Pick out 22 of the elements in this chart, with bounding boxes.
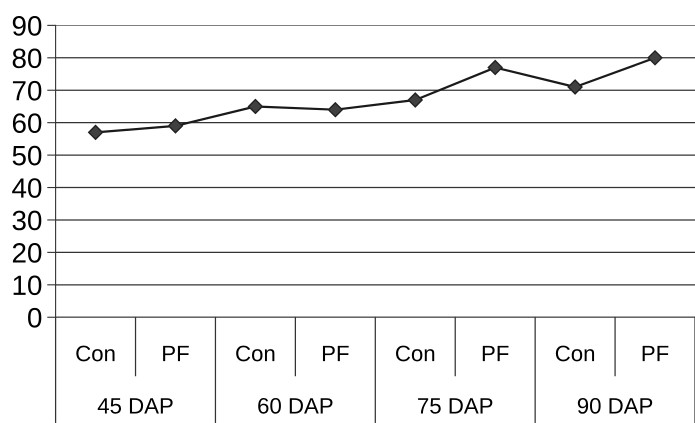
y-tick-label: 50	[12, 146, 42, 166]
y-tick-label: 10	[14, 275, 42, 296]
x-tick-label: PF	[482, 346, 508, 362]
x-tick-label: PF	[642, 346, 668, 362]
text: 60 DAP	[258, 398, 332, 414]
x-tick-label: PF	[322, 346, 349, 362]
x-tick-label: PF	[163, 346, 189, 362]
x-tick-label: Con	[556, 346, 594, 362]
x-tick-label: Con	[76, 346, 115, 362]
y-tick-label: 30	[12, 210, 42, 230]
y-tick-label: 90	[12, 16, 42, 36]
x-tick-label: Con	[396, 346, 434, 362]
y-tick-label: 80	[12, 48, 42, 68]
text: 45 DAP	[98, 398, 173, 414]
text: 90 DAP	[578, 398, 652, 414]
text: 75 DAP	[418, 398, 492, 414]
x-tick-label: Con	[236, 346, 274, 362]
y-tick-label: 20	[12, 243, 42, 263]
y-tick-label: 60	[12, 113, 42, 134]
y-tick-label: 0	[28, 308, 42, 328]
y-tick-label: 40	[12, 178, 42, 198]
y-tick-label: 70	[12, 80, 42, 101]
